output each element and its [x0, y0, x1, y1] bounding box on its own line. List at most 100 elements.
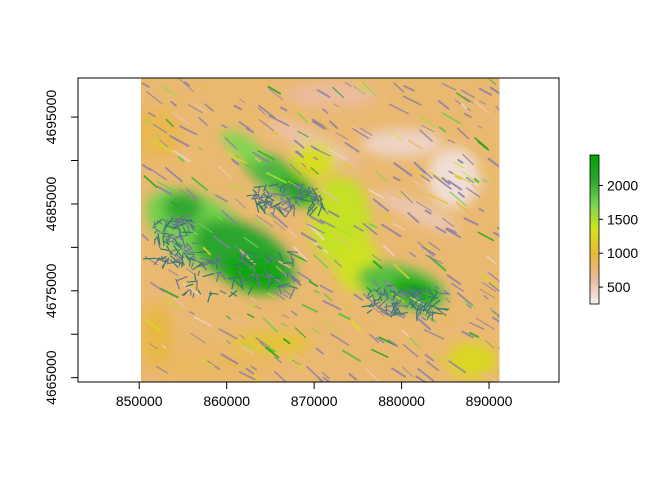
raster-texture: [390, 130, 403, 142]
raster-zone: [141, 304, 172, 365]
raster-texture: [426, 310, 432, 321]
raster-texture: [252, 151, 269, 163]
raster-texture: [295, 184, 301, 190]
raster-texture: [370, 348, 389, 358]
raster-texture: [486, 255, 496, 264]
raster-texture: [295, 256, 305, 265]
raster-texture: [451, 282, 464, 292]
raster-texture: [278, 252, 283, 262]
raster-texture: [168, 234, 174, 237]
raster-texture: [393, 263, 410, 280]
raster-texture: [287, 250, 299, 253]
raster-texture: [413, 161, 426, 174]
raster-texture: [215, 270, 221, 282]
raster-texture: [221, 124, 228, 129]
raster-texture: [145, 118, 153, 125]
raster-texture: [239, 334, 246, 339]
raster-texture: [265, 213, 276, 219]
raster-texture: [260, 205, 266, 214]
raster-texture: [163, 218, 169, 231]
raster-texture: [228, 290, 238, 298]
raster-texture: [282, 188, 286, 193]
raster-texture: [456, 292, 474, 307]
raster-texture: [168, 134, 190, 147]
raster-texture: [164, 120, 177, 133]
raster-texture: [480, 273, 498, 288]
raster-texture: [421, 124, 435, 133]
raster-texture: [390, 307, 398, 318]
raster-texture: [437, 100, 450, 110]
raster-texture: [252, 266, 255, 280]
raster-texture: [153, 221, 156, 226]
raster-zone: [361, 129, 442, 158]
raster-texture: [477, 125, 483, 129]
raster-texture: [239, 277, 244, 288]
raster-texture: [175, 242, 183, 247]
raster-texture: [267, 292, 276, 299]
y-tick-label: 4675000: [43, 263, 59, 318]
raster-texture: [249, 276, 259, 280]
raster-texture: [414, 295, 433, 310]
raster-texture: [480, 371, 500, 382]
raster-texture: [369, 333, 379, 344]
raster-texture: [318, 195, 323, 201]
raster-texture: [291, 359, 301, 366]
raster-texture: [353, 293, 364, 301]
raster-texture: [255, 282, 262, 286]
raster-texture: [333, 232, 353, 248]
raster-texture: [372, 280, 380, 287]
raster-texture: [253, 194, 260, 200]
raster-texture: [279, 106, 288, 112]
raster-texture: [372, 260, 383, 270]
raster-texture: [179, 125, 198, 136]
raster-texture: [221, 132, 234, 144]
raster-texture: [150, 281, 165, 293]
legend-tick-label: 2000: [607, 177, 638, 193]
raster-texture: [283, 290, 293, 297]
raster-texture: [492, 316, 500, 323]
raster-texture: [272, 278, 281, 285]
raster-texture: [159, 248, 169, 251]
raster-texture: [226, 339, 231, 345]
raster-texture: [426, 193, 449, 205]
raster-texture: [457, 191, 465, 198]
raster-texture: [159, 287, 179, 299]
raster-texture: [284, 193, 291, 196]
raster-texture: [186, 268, 194, 275]
raster-texture: [212, 234, 231, 249]
raster-texture: [267, 191, 277, 198]
raster-texture: [279, 197, 291, 207]
raster-texture: [410, 296, 427, 308]
raster-texture: [469, 342, 481, 350]
raster-texture: [254, 255, 260, 258]
raster-texture: [331, 100, 348, 113]
raster-texture: [311, 120, 326, 130]
raster-texture: [446, 274, 462, 286]
raster-texture: [183, 81, 191, 87]
raster-texture: [168, 269, 179, 276]
raster-texture: [403, 85, 415, 92]
raster-texture: [281, 314, 290, 319]
raster-texture: [309, 195, 322, 198]
raster-texture: [409, 286, 415, 290]
raster-texture: [161, 255, 164, 262]
raster-texture: [257, 107, 266, 115]
raster-texture: [380, 310, 392, 317]
raster-texture: [291, 275, 301, 283]
raster-texture: [420, 316, 427, 321]
raster-texture: [362, 82, 377, 96]
raster-texture: [487, 290, 500, 301]
raster-texture: [213, 253, 218, 264]
raster-texture: [218, 328, 238, 340]
raster-texture: [298, 197, 303, 201]
raster-texture: [297, 198, 302, 202]
raster-texture: [296, 112, 309, 124]
raster-texture: [264, 253, 273, 263]
raster-texture: [190, 332, 206, 344]
raster-texture: [386, 285, 398, 293]
raster-texture: [486, 270, 500, 283]
raster-texture: [193, 316, 213, 328]
raster-texture: [245, 367, 255, 375]
raster-texture: [215, 194, 228, 203]
